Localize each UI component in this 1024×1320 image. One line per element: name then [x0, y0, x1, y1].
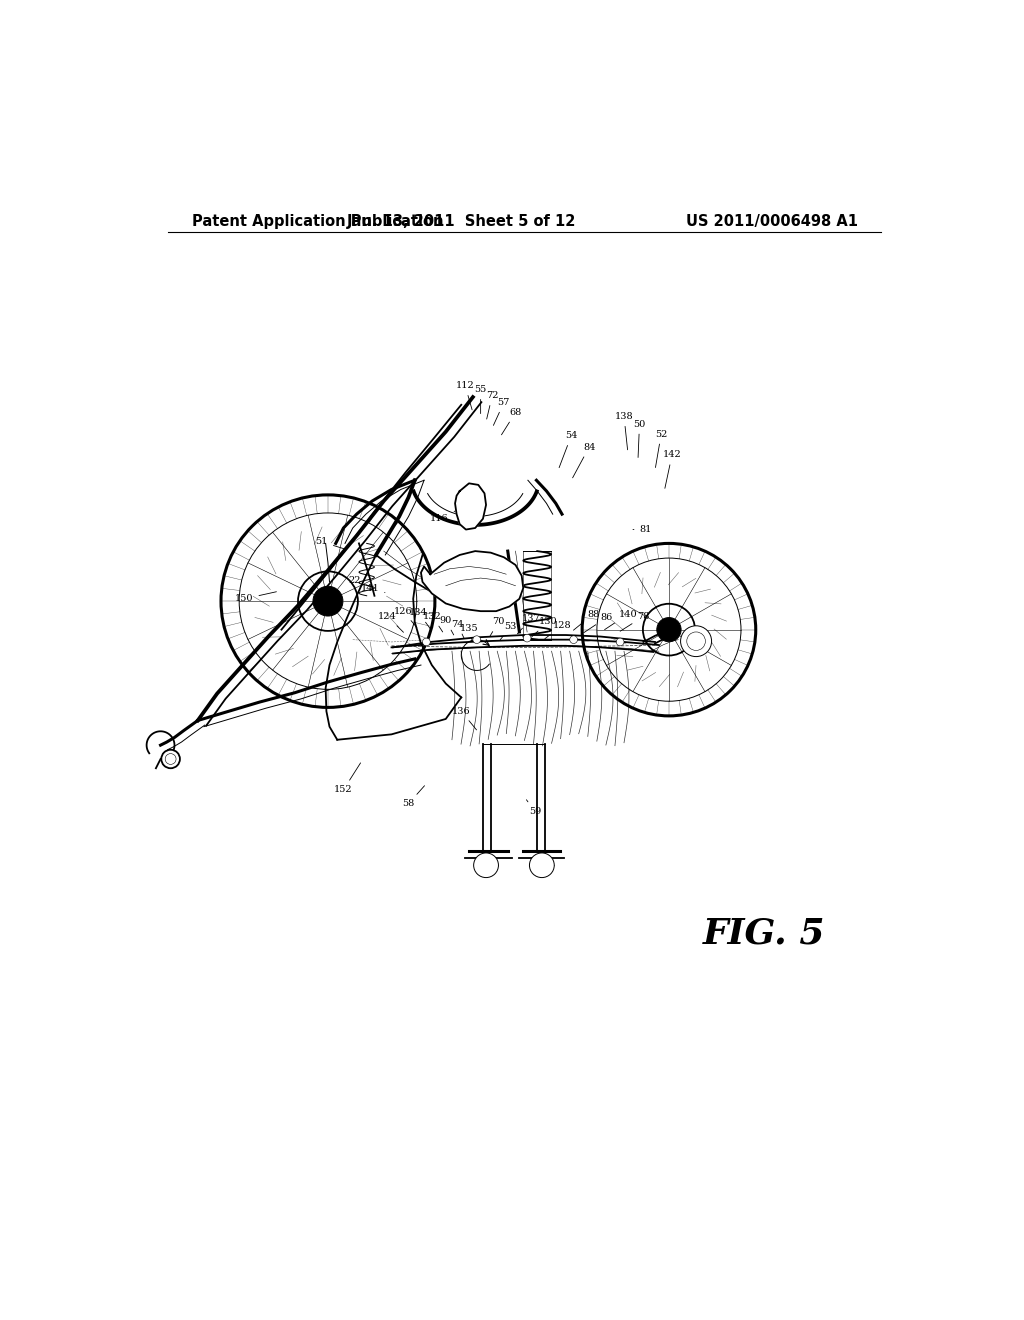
Text: US 2011/0006498 A1: US 2011/0006498 A1: [686, 214, 858, 228]
Text: 58: 58: [402, 785, 425, 808]
Text: 70: 70: [489, 618, 505, 636]
Circle shape: [529, 853, 554, 878]
Text: Jan. 13, 2011  Sheet 5 of 12: Jan. 13, 2011 Sheet 5 of 12: [346, 214, 575, 228]
Text: 136: 136: [452, 706, 476, 730]
Text: 22: 22: [348, 576, 372, 587]
Text: 86: 86: [584, 612, 613, 632]
Circle shape: [162, 750, 180, 768]
Text: 140: 140: [604, 610, 637, 630]
Text: 50: 50: [634, 420, 645, 458]
Circle shape: [474, 853, 499, 878]
Text: 132: 132: [423, 612, 442, 632]
Text: 54: 54: [559, 432, 578, 467]
Text: 152: 152: [334, 763, 360, 795]
Text: 59: 59: [526, 800, 541, 816]
Text: 138: 138: [614, 412, 633, 450]
Text: 124: 124: [378, 612, 403, 632]
Text: 84: 84: [572, 442, 595, 478]
Polygon shape: [421, 552, 523, 611]
Circle shape: [313, 586, 343, 616]
Text: 88: 88: [573, 610, 599, 630]
Text: 134: 134: [410, 609, 431, 630]
Text: FIG. 5: FIG. 5: [703, 917, 825, 950]
Text: 53: 53: [500, 622, 517, 640]
Text: 72: 72: [486, 391, 499, 418]
Text: 90: 90: [439, 616, 454, 635]
Text: 141: 141: [360, 583, 385, 593]
Text: 51: 51: [315, 537, 344, 549]
Text: 130: 130: [531, 618, 557, 638]
Text: 68: 68: [502, 408, 521, 434]
Text: 142: 142: [663, 450, 681, 488]
Circle shape: [656, 618, 681, 642]
Text: 128: 128: [545, 622, 571, 639]
Text: 135: 135: [460, 623, 478, 640]
Text: 137: 137: [517, 614, 541, 634]
Text: 81: 81: [633, 525, 652, 535]
Text: 55: 55: [474, 385, 486, 413]
Text: 74: 74: [452, 620, 464, 638]
Polygon shape: [455, 483, 486, 529]
Circle shape: [681, 626, 712, 656]
Text: 112: 112: [456, 381, 474, 409]
Circle shape: [523, 635, 531, 642]
Circle shape: [423, 638, 430, 645]
Circle shape: [473, 636, 480, 644]
Text: 150: 150: [234, 591, 276, 603]
Text: 57: 57: [494, 399, 510, 425]
Text: 52: 52: [655, 429, 668, 467]
Circle shape: [616, 638, 624, 645]
Text: 78: 78: [621, 612, 649, 631]
Text: Patent Application Publication: Patent Application Publication: [191, 214, 443, 228]
Text: 116: 116: [430, 511, 455, 523]
Circle shape: [569, 636, 578, 644]
Text: 126: 126: [394, 607, 417, 627]
